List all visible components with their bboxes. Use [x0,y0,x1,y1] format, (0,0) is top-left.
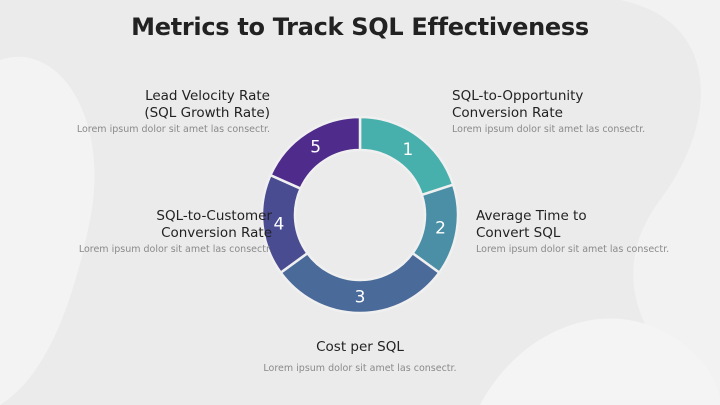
item-5-description: Lorem ipsum dolor sit amet las consectr. [76,124,270,135]
item-3-title-line: Cost per SQL [316,339,404,355]
segment-number-1: 1 [402,140,413,160]
segment-number-2: 2 [435,219,446,239]
item-5-title-line: (SQL Growth Rate) [144,105,270,121]
slide-title: Metrics to Track SQL Effectiveness [131,13,589,41]
segment-number-5: 5 [310,138,321,158]
item-3-description: Lorem ipsum dolor sit amet las consectr. [263,363,457,374]
item-5-title-line: Lead Velocity Rate [145,88,270,104]
item-1: SQL-to-Opportunity Conversion Rate Lorem … [452,88,702,135]
segment-number-3: 3 [355,288,366,308]
item-2: Average Time to Convert SQL Lorem ipsum d… [476,208,720,255]
item-1-title-line: Conversion Rate [452,105,563,121]
item-4-description: Lorem ipsum dolor sit amet las consectr. [78,244,272,255]
item-4-title-line: SQL-to-Customer [156,208,272,224]
segment-number-4: 4 [274,215,285,235]
donut-segment-5 [268,115,362,191]
item-2-title-line: Convert SQL [476,225,561,241]
item-1-title-line: SQL-to-Opportunity [452,88,584,104]
item-5: Lead Velocity Rate (SQL Growth Rate) Lore… [20,88,270,135]
item-2-title-line: Average Time to [476,208,587,224]
item-3: Cost per SQL Lorem ipsum dolor sit amet … [235,339,485,374]
item-2-description: Lorem ipsum dolor sit amet las consectr. [476,244,670,255]
item-1-description: Lorem ipsum dolor sit amet las consectr. [452,124,646,135]
item-4-title-line: Conversion Rate [161,225,272,241]
item-4: SQL-to-Customer Conversion Rate Lorem ips… [22,208,272,255]
